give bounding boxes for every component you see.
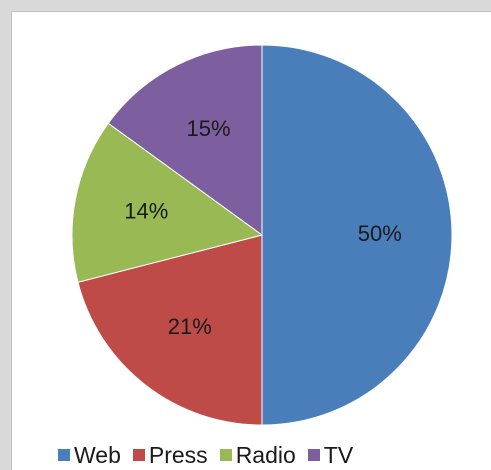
pie-slice-press — [77, 234, 263, 426]
legend-swatch-press — [132, 449, 145, 461]
slice-labels: 50% 21% 14% 15% — [124, 116, 402, 339]
legend-item-radio: Radio — [219, 441, 296, 469]
pie-slices — [71, 44, 453, 426]
chart-legend: Web Press Radio TV — [58, 440, 353, 470]
legend-swatch-tv — [307, 449, 320, 461]
pie-slice-web — [261, 44, 453, 426]
legend-label-press: Press — [148, 441, 208, 468]
legend-item-tv: TV — [307, 441, 354, 469]
legend-swatch-radio — [219, 449, 232, 461]
slice-label-radio: 14% — [124, 199, 168, 224]
legend-label-radio: Radio — [235, 441, 296, 468]
legend-item-web: Web — [58, 442, 121, 469]
slice-label-web: 50% — [358, 221, 402, 246]
pie-slice-radio — [71, 122, 264, 283]
legend-swatch-web — [58, 449, 70, 461]
legend-label-web: Web — [74, 441, 121, 468]
legend-label-tv: TV — [323, 441, 354, 468]
pie-slice-tv — [107, 44, 263, 236]
slice-label-press: 21% — [168, 314, 212, 339]
legend-item-press: Press — [132, 441, 208, 469]
slice-label-tv: 15% — [186, 116, 230, 141]
